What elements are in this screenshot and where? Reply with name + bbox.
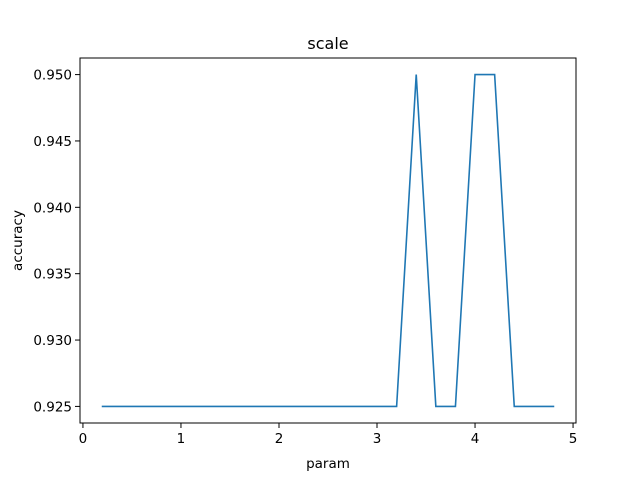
x-axis-ticks: 0 1 2 3 4 5 — [79, 423, 578, 447]
series-layer — [101, 73, 555, 408]
y-tick-label: 0.945 — [33, 134, 72, 150]
x-tick-label: 5 — [569, 431, 578, 447]
y-tick-label: 0.950 — [33, 68, 72, 84]
plot-area — [80, 58, 576, 423]
y-axis-ticks: 0.925 0.930 0.935 0.940 0.945 0.950 — [33, 68, 80, 415]
chart-title: scale — [307, 34, 348, 53]
y-tick-label: 0.925 — [33, 399, 72, 415]
series-line — [101, 73, 555, 408]
x-tick-label: 2 — [275, 431, 284, 447]
plot-frame — [79, 57, 577, 424]
x-tick-label: 1 — [177, 431, 186, 447]
y-tick-label: 0.930 — [33, 333, 72, 349]
y-axis-label: accuracy — [10, 210, 26, 271]
y-tick-label: 0.940 — [33, 200, 72, 216]
x-tick-label: 4 — [471, 431, 480, 447]
x-axis-label: param — [306, 456, 350, 472]
x-tick-label: 3 — [373, 431, 382, 447]
y-tick-label: 0.935 — [33, 267, 72, 283]
x-tick-label: 0 — [79, 431, 88, 447]
